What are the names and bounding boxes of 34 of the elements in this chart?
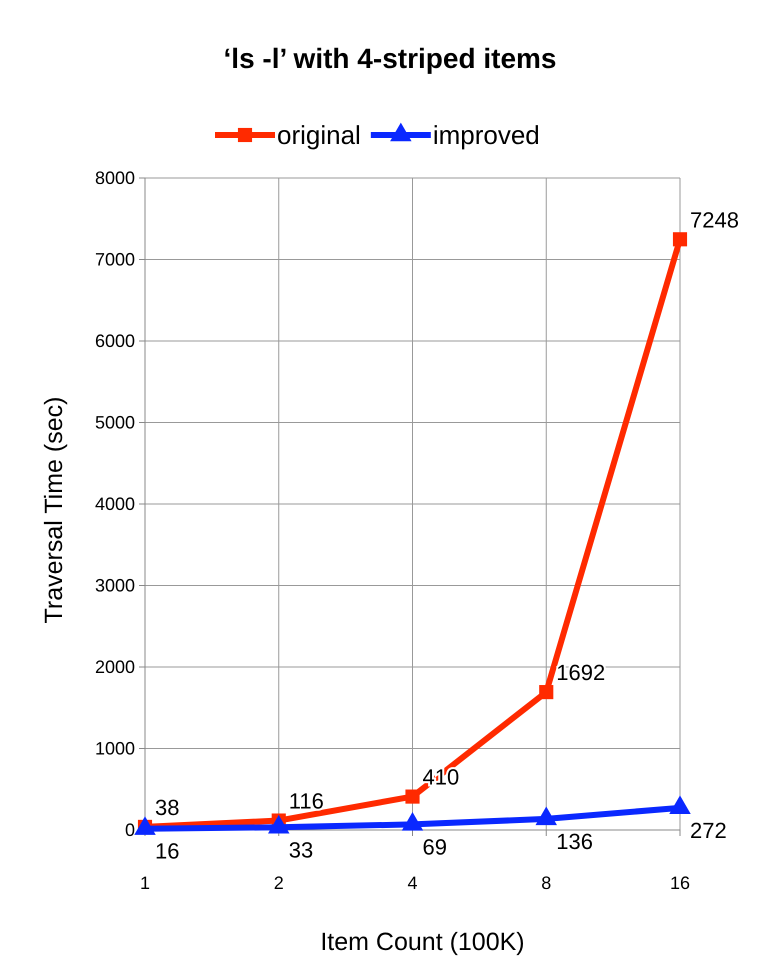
legend-label: original [277,120,361,150]
data-label: 16 [155,838,180,864]
x-tick-label: 8 [541,872,552,893]
data-label: 272 [690,818,727,843]
x-tick-label: 1 [140,872,150,893]
y-tick-label: 5000 [94,412,135,432]
data-label: 1692 [556,660,606,686]
data-label: 33 [288,837,314,862]
y-tick-label: 7000 [94,249,135,270]
x-tick-label: 2 [274,872,284,893]
point [134,816,156,835]
x-tick-label: 4 [407,872,418,893]
y-tick-label: 3000 [94,575,135,596]
data-label: 116 [288,788,324,814]
y-tick-label: 1000 [94,738,135,758]
data-label: 136 [556,828,593,854]
y-tick-label: 6000 [94,330,135,351]
point [669,795,691,814]
x-axis-title: Item Count (100K) [320,928,525,956]
point [402,812,424,831]
legend-label: improved [432,120,540,150]
y-tick-label: 2000 [94,656,135,677]
y-tick-label: 4000 [94,494,135,514]
point [672,232,688,246]
y-axis-title: Traversal Time (sec) [40,396,68,624]
point [268,814,290,834]
point [536,806,557,826]
data-label: 38 [155,794,180,820]
y-tick-label: 0 [124,820,135,840]
data-label: 7248 [690,207,739,232]
x-tick-label: 16 [670,872,690,893]
data-label: 69 [422,834,447,860]
chart-title: ‘ls -l’ with 4-striped items [224,43,556,74]
y-tick-label: 8000 [94,168,135,188]
